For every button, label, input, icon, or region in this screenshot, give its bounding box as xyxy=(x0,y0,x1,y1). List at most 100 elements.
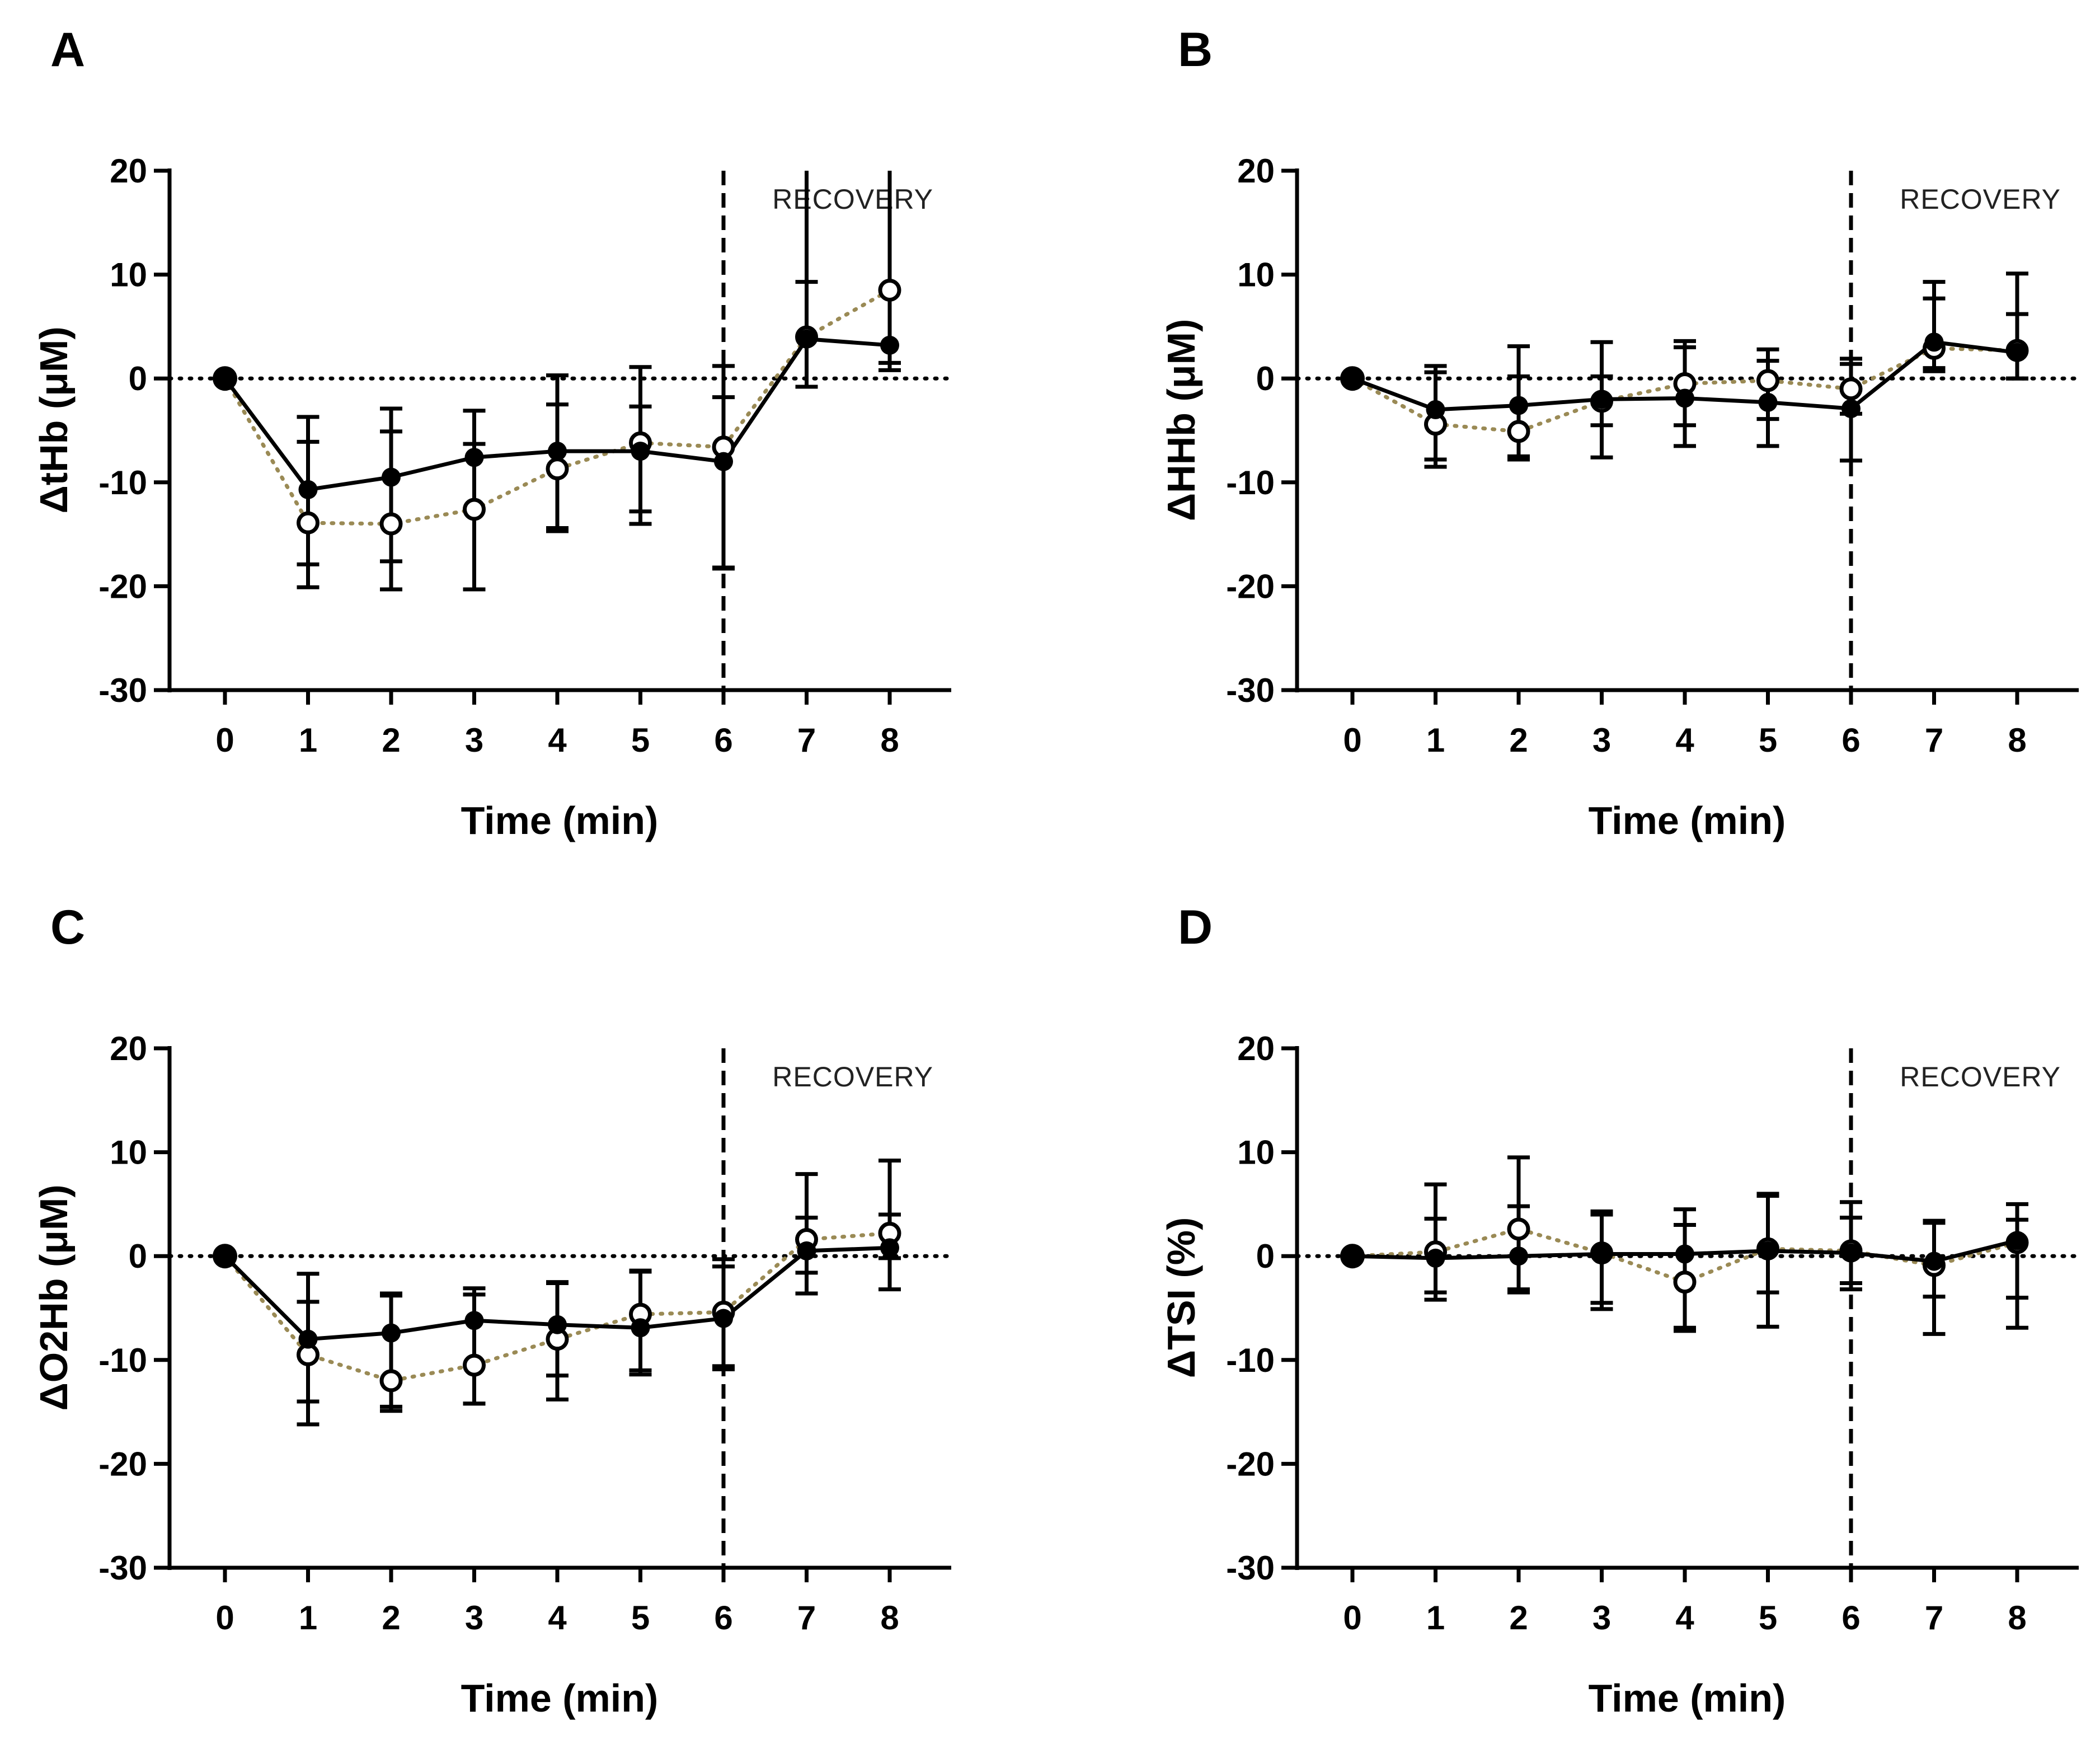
y-tick-label: 20 xyxy=(1237,152,1275,190)
x-tick-label: 2 xyxy=(382,1599,400,1637)
x-tick-label: 3 xyxy=(1592,1599,1611,1637)
x-tick-label: 1 xyxy=(1426,1599,1445,1637)
x-tick-label: 4 xyxy=(548,1599,567,1637)
recovery-label: RECOVERY xyxy=(1900,184,2061,215)
y-tick-label: 0 xyxy=(1256,1238,1275,1275)
recovery-label: RECOVERY xyxy=(1900,1061,2061,1093)
x-tick-label: 6 xyxy=(714,1599,732,1637)
panel-letter: C xyxy=(50,901,85,954)
x-tick-label: 3 xyxy=(465,1599,483,1637)
series-open-line xyxy=(223,1231,892,1383)
data-point-filled xyxy=(880,335,899,355)
data-point-filled xyxy=(548,1315,567,1334)
data-point-filled xyxy=(548,442,567,461)
data-point-filled xyxy=(631,1318,650,1338)
x-tick-label: 8 xyxy=(880,1599,899,1637)
data-point-filled xyxy=(797,1241,816,1260)
y-tick-label: 10 xyxy=(1237,256,1275,294)
x-tick-label: 4 xyxy=(1675,1599,1694,1637)
data-point-filled xyxy=(464,448,484,467)
x-tick-label: 3 xyxy=(465,721,483,759)
y-tick-label: -20 xyxy=(98,1445,147,1483)
data-point-filled xyxy=(213,1244,237,1269)
data-point-filled xyxy=(2008,1231,2027,1250)
y-tick-label: -10 xyxy=(1226,1342,1275,1379)
data-point-filled xyxy=(1592,390,1612,409)
data-point-filled xyxy=(2008,343,2027,362)
x-tick-label: 8 xyxy=(2008,721,2026,759)
y-tick-label: -20 xyxy=(98,568,147,605)
panel-d: D RECOVERY 20 10 0 -10 -20 -30 0 1 2 3 4 5 6 7 8 Time (mi… xyxy=(1159,901,2081,1720)
x-axis-title: Time (min) xyxy=(1589,1676,1786,1720)
y-tick-label: 0 xyxy=(1256,360,1275,397)
x-tick-label: 8 xyxy=(880,721,899,759)
data-point-filled xyxy=(1758,1241,1778,1260)
data-point-filled xyxy=(1340,366,1365,391)
x-tick-label: 7 xyxy=(1925,1599,1943,1637)
x-tick-label: 1 xyxy=(1426,721,1445,759)
x-tick-label: 5 xyxy=(631,1599,650,1637)
y-tick-label: -10 xyxy=(98,464,147,501)
y-tick-label: 10 xyxy=(110,1134,147,1171)
x-tick-label: 5 xyxy=(631,721,650,759)
x-tick-label: 7 xyxy=(797,721,816,759)
data-point-filled xyxy=(1509,1246,1528,1266)
data-point-open xyxy=(878,278,901,302)
data-point-filled xyxy=(1592,1244,1612,1264)
x-tick-label: 1 xyxy=(299,1599,317,1637)
x-tick-label: 1 xyxy=(299,721,317,759)
x-tick-label: 2 xyxy=(382,721,400,759)
panel-letter: D xyxy=(1178,901,1213,954)
x-tick-label: 6 xyxy=(1841,721,1860,759)
data-point-open xyxy=(546,457,569,481)
data-point-filled xyxy=(880,1238,899,1258)
data-point-filled xyxy=(714,1309,733,1328)
data-point-filled xyxy=(1426,1248,1445,1268)
x-tick-label: 7 xyxy=(797,1599,816,1637)
data-point-open xyxy=(1507,420,1530,443)
panel-c: C RECOVERY 20 10 0 -10 -20 -30 0 1 2 3 4 5 6 7 8 Time (mi… xyxy=(32,901,953,1720)
y-tick-label: -30 xyxy=(1226,1549,1275,1587)
data-point-filled xyxy=(1675,388,1694,408)
y-tick-label: -20 xyxy=(1226,568,1275,605)
data-point-filled xyxy=(1924,332,1944,352)
x-axis-title: Time (min) xyxy=(1589,799,1786,842)
x-tick-label: 0 xyxy=(215,721,234,759)
data-point-open xyxy=(463,498,486,521)
y-tick-label: 20 xyxy=(110,1030,147,1067)
y-tick-label: -10 xyxy=(1226,464,1275,501)
y-tick-label: 0 xyxy=(129,360,147,397)
data-point-open xyxy=(297,511,320,535)
y-axis-title: ΔtHb (μM) xyxy=(32,326,76,513)
x-tick-label: 8 xyxy=(2008,1599,2026,1637)
recovery-label: RECOVERY xyxy=(772,184,933,215)
data-point-filled xyxy=(1841,1243,1861,1263)
data-point-filled xyxy=(382,1323,401,1343)
x-tick-label: 2 xyxy=(1509,1599,1528,1637)
data-point-filled xyxy=(213,366,237,391)
y-tick-label: 0 xyxy=(129,1238,147,1275)
x-tick-label: 0 xyxy=(1343,721,1361,759)
data-point-open xyxy=(1673,1271,1697,1294)
y-tick-label: 20 xyxy=(1237,1030,1275,1067)
data-point-filled xyxy=(464,1311,484,1330)
data-point-open xyxy=(1839,377,1863,401)
data-point-filled xyxy=(382,467,401,487)
x-tick-label: 0 xyxy=(1343,1599,1361,1637)
recovery-label: RECOVERY xyxy=(772,1061,933,1093)
y-tick-label: 10 xyxy=(110,256,147,294)
y-tick-label: -10 xyxy=(98,1342,147,1379)
x-tick-label: 5 xyxy=(1759,1599,1777,1637)
y-tick-label: -30 xyxy=(1226,672,1275,709)
data-point-filled xyxy=(631,442,650,461)
panel-letter: B xyxy=(1178,23,1213,77)
data-point-open xyxy=(379,1369,403,1393)
data-point-open xyxy=(1756,369,1779,392)
x-tick-label: 3 xyxy=(1592,721,1611,759)
x-tick-label: 2 xyxy=(1509,721,1528,759)
panel-letter: A xyxy=(50,23,85,77)
data-point-filled xyxy=(1758,392,1778,412)
x-tick-label: 5 xyxy=(1759,721,1777,759)
panel-b: B RECOVERY 20 10 0 -10 -20 -30 0 1 2 3 4 5 6 7 8 Time (mi… xyxy=(1159,23,2081,842)
